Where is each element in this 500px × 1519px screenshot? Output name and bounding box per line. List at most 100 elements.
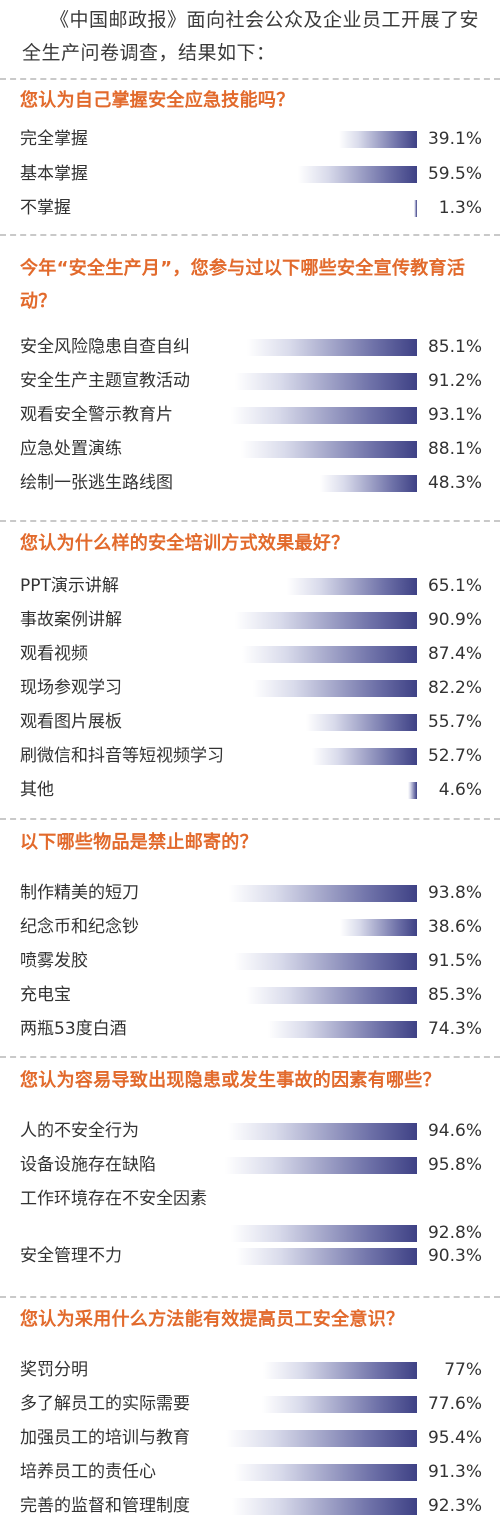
percentage-bar [234, 373, 417, 390]
percentage-bar [339, 919, 417, 936]
percentage-bar [225, 1157, 417, 1174]
percentage-bar [234, 953, 417, 970]
question-title: 您认为什么样的安全培训方式效果最好？ [20, 533, 350, 554]
percentage-bar [226, 1430, 417, 1447]
percentage-value: 65.1% [427, 576, 482, 596]
option-label: 绘制一张逃生路线图 [20, 473, 173, 493]
percentage-value: 85.3% [427, 985, 482, 1005]
percentage-bar [298, 166, 417, 183]
percentage-value: 95.8% [427, 1155, 482, 1175]
percentage-value: 52.7% [427, 746, 482, 766]
percentage-value: 91.2% [427, 371, 482, 391]
question-title: 以下哪些物品是禁止邮寄的？ [20, 832, 258, 853]
percentage-bar [246, 339, 417, 356]
percentage-value: 91.3% [427, 1462, 482, 1482]
option-label: 制作精美的短刀 [20, 883, 139, 903]
percentage-bar [240, 441, 417, 458]
option-label: 其他 [20, 780, 54, 800]
percentage-bar [268, 1021, 417, 1038]
option-label: 观看安全警示教育片 [20, 405, 173, 425]
section-divider [0, 1056, 500, 1058]
option-label: PPT演示讲解 [20, 576, 119, 596]
section-divider [0, 1296, 500, 1298]
percentage-bar [407, 782, 417, 799]
option-label: 安全管理不力 [20, 1246, 122, 1266]
percentage-bar [234, 1464, 417, 1481]
option-label: 刷微信和抖音等短视频学习 [20, 746, 224, 766]
option-label: 安全风险隐患自查自纠 [20, 337, 190, 357]
option-label: 事故案例讲解 [20, 610, 122, 630]
section-divider [0, 520, 500, 522]
percentage-value: 38.6% [427, 917, 482, 937]
option-label: 设备设施存在缺陷 [20, 1155, 156, 1175]
option-label: 应急处置演练 [20, 439, 122, 459]
option-label: 纪念币和纪念钞 [20, 917, 139, 937]
section-divider [0, 78, 500, 80]
option-label: 多了解员工的实际需要 [20, 1394, 190, 1414]
percentage-bar [414, 200, 417, 217]
percentage-bar [286, 578, 417, 595]
percentage-value: 39.1% [427, 129, 482, 149]
percentage-value: 4.6% [438, 780, 482, 800]
percentage-bar [311, 748, 417, 765]
percentage-value: 82.2% [427, 678, 482, 698]
intro-text: 《中国邮政报》面向社会公众及企业员工开展了安全生产问卷调查，结果如下： [22, 9, 480, 64]
percentage-bar [229, 885, 417, 902]
option-label: 两瓶53度白酒 [20, 1019, 127, 1039]
option-label: 加强员工的培训与教育 [20, 1428, 190, 1448]
section-divider [0, 818, 500, 820]
percentage-value: 92.3% [427, 1496, 482, 1516]
percentage-bar [235, 612, 417, 629]
option-label: 现场参观学习 [20, 678, 122, 698]
percentage-bar [305, 714, 417, 731]
option-label: 基本掌握 [20, 164, 88, 184]
option-label: 工作环境存在不安全因素 [20, 1189, 207, 1209]
percentage-bar [246, 987, 417, 1004]
percentage-bar [261, 1396, 417, 1413]
option-label: 人的不安全行为 [20, 1121, 139, 1141]
percentage-value: 77.6% [427, 1394, 482, 1414]
percentage-value: 77% [444, 1360, 482, 1380]
percentage-value: 93.8% [427, 883, 482, 903]
option-label: 观看图片展板 [20, 712, 122, 732]
option-label: 奖罚分明 [20, 1360, 88, 1380]
percentage-value: 88.1% [427, 439, 482, 459]
option-label: 观看视频 [20, 644, 88, 664]
option-label: 喷雾发胶 [20, 951, 88, 971]
percentage-value: 87.4% [427, 644, 482, 664]
percentage-bar [263, 1362, 417, 1379]
percentage-bar [230, 407, 417, 424]
percentage-value: 85.1% [427, 337, 482, 357]
question-title: 今年“安全生产月”，您参与过以下哪些安全宣传教育活动？ [20, 258, 466, 312]
percentage-bar [232, 1498, 417, 1515]
percentage-value: 95.4% [427, 1428, 482, 1448]
question-title: 您认为采用什么方法能有效提高员工安全意识？ [20, 1309, 405, 1330]
percentage-bar [242, 646, 417, 663]
percentage-value: 90.3% [427, 1246, 482, 1266]
percentage-bar [320, 475, 417, 492]
percentage-value: 74.3% [427, 1019, 482, 1039]
option-label: 完善的监督和管理制度 [20, 1496, 190, 1516]
percentage-value: 94.6% [427, 1121, 482, 1141]
section-divider [0, 234, 500, 236]
percentage-value: 55.7% [427, 712, 482, 732]
percentage-value: 1.3% [438, 198, 482, 218]
question-title: 您认为容易导致出现隐患或发生事故的因素有哪些？ [20, 1070, 441, 1091]
option-label: 完全掌握 [20, 129, 88, 149]
option-label: 充电宝 [20, 985, 71, 1005]
percentage-value: 92.8% [427, 1223, 482, 1243]
option-label: 培养员工的责任心 [20, 1462, 156, 1482]
percentage-bar [252, 680, 417, 697]
percentage-value: 59.5% [427, 164, 482, 184]
percentage-value: 48.3% [427, 473, 482, 493]
percentage-value: 91.5% [427, 951, 482, 971]
percentage-value: 90.9% [427, 610, 482, 630]
question-title: 您认为自己掌握安全应急技能吗？ [20, 90, 295, 111]
percentage-value: 93.1% [427, 405, 482, 425]
percentage-bar [236, 1248, 417, 1265]
option-label: 安全生产主题宣教活动 [20, 371, 190, 391]
percentage-bar [231, 1225, 417, 1242]
percentage-bar [338, 131, 417, 148]
percentage-bar [227, 1123, 417, 1140]
option-label: 不掌握 [20, 198, 71, 218]
